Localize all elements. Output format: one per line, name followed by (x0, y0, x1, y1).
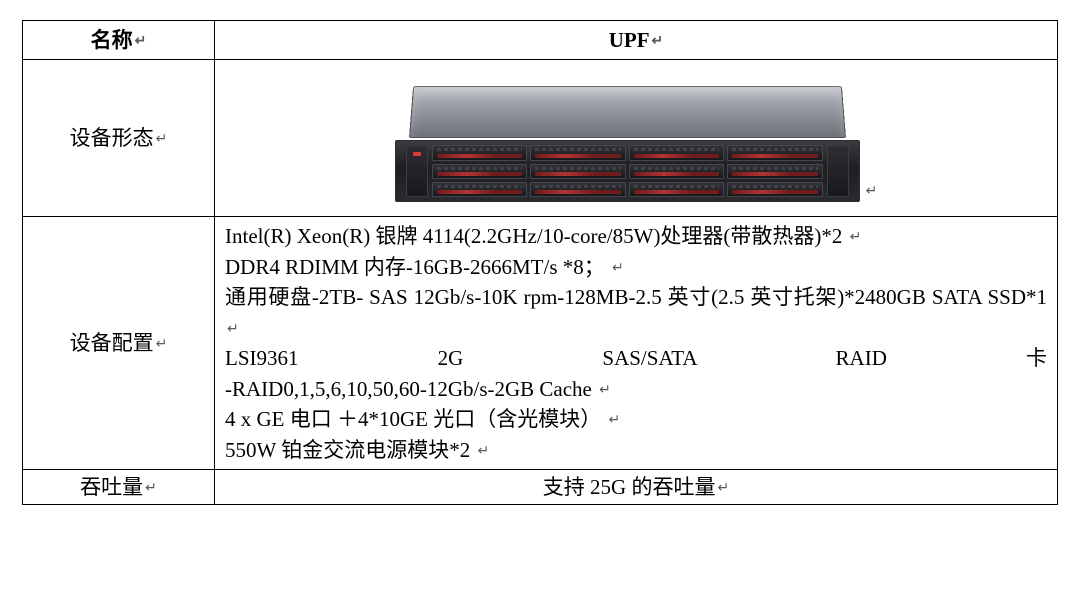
row-throughput: 吞吐量↵ 支持 25G 的吞吐量↵ (23, 469, 1058, 504)
server-ear-left (406, 145, 428, 197)
config-line-text: -RAID0,1,5,6,10,50,60-12Gb/s-2GB Cache (225, 377, 592, 401)
row-device-form: 设备形态↵ (23, 60, 1058, 217)
server-drive-bays (432, 145, 823, 197)
return-mark-icon: ↵ (717, 479, 729, 499)
return-mark-icon: ↵ (612, 259, 624, 279)
cell-form-image: ↵ (215, 60, 1058, 217)
return-mark-icon: ↵ (135, 32, 147, 52)
drive-bay (432, 164, 528, 179)
return-mark-icon: ↵ (599, 381, 611, 401)
server-illustration-wrap: ↵ (225, 64, 1047, 212)
return-mark-icon: ↵ (477, 442, 489, 462)
header-name: 名称↵ (23, 21, 215, 60)
drive-bay (629, 145, 725, 160)
drive-bay (727, 164, 823, 179)
page: 名称↵ UPF↵ 设备形态↵ (0, 0, 1080, 608)
drive-bay (727, 145, 823, 160)
row-device-config: 设备配置↵ Intel(R) Xeon(R) 银牌 4114(2.2GHz/10… (23, 217, 1058, 470)
cell-config-value: Intel(R) Xeon(R) 银牌 4114(2.2GHz/10-core/… (215, 217, 1058, 470)
cell-config-label: 设备配置↵ (23, 217, 215, 470)
spec-table: 名称↵ UPF↵ 设备形态↵ (22, 20, 1058, 505)
cell-throughput-value: 支持 25G 的吞吐量↵ (215, 469, 1058, 504)
config-line: -RAID0,1,5,6,10,50,60-12Gb/s-2GB Cache ↵ (225, 374, 1047, 404)
drive-bay (629, 164, 725, 179)
server-illustration (395, 82, 860, 202)
return-mark-icon: ↵ (850, 228, 862, 248)
form-label-text: 设备形态 (70, 126, 154, 150)
drive-bay (727, 182, 823, 197)
config-line-text: 550W 铂金交流电源模块*2 (225, 438, 470, 462)
config-line: 通用硬盘-2TB- SAS 12Gb/s-10K rpm-128MB-2.5 英… (225, 282, 1047, 343)
return-mark-icon: ↵ (652, 32, 664, 52)
return-mark-icon: ↵ (145, 479, 157, 499)
config-line-text: 4 x GE 电口 ＋4*10GE 光口（含光模块） (225, 407, 601, 431)
config-line-text: DDR4 RDIMM 内存-16GB-2666MT/s *8； (225, 255, 605, 279)
throughput-value-text: 支持 25G 的吞吐量 (543, 475, 716, 499)
return-mark-icon: ↵ (156, 335, 168, 355)
config-line: Intel(R) Xeon(R) 银牌 4114(2.2GHz/10-core/… (225, 221, 1047, 251)
header-upf-text: UPF (609, 28, 650, 52)
table-header-row: 名称↵ UPF↵ (23, 21, 1058, 60)
drive-bay (432, 145, 528, 160)
config-line-text: Intel(R) Xeon(R) 银牌 4114(2.2GHz/10-core/… (225, 224, 842, 248)
server-front (395, 140, 860, 202)
drive-bay (530, 182, 626, 197)
cell-throughput-label: 吞吐量↵ (23, 469, 215, 504)
return-mark-icon: ↵ (866, 182, 878, 202)
throughput-label-text: 吞吐量 (80, 475, 143, 499)
config-line: 4 x GE 电口 ＋4*10GE 光口（含光模块） ↵ (225, 404, 1047, 434)
server-ear-right (827, 145, 849, 197)
header-name-text: 名称 (91, 28, 133, 52)
return-mark-icon: ↵ (609, 411, 621, 431)
drive-bay (629, 182, 725, 197)
drive-bay (530, 164, 626, 179)
config-line: DDR4 RDIMM 内存-16GB-2666MT/s *8； ↵ (225, 252, 1047, 282)
return-mark-icon: ↵ (156, 130, 168, 150)
cell-form-label: 设备形态↵ (23, 60, 215, 217)
return-mark-icon: ↵ (227, 320, 239, 340)
config-line-text: 通用硬盘-2TB- SAS 12Gb/s-10K rpm-128MB-2.5 英… (225, 285, 1047, 309)
drive-bay (432, 182, 528, 197)
drive-bay (530, 145, 626, 160)
config-label-text: 设备配置 (70, 331, 154, 355)
header-upf: UPF↵ (215, 21, 1058, 60)
server-lid (409, 86, 846, 138)
config-line: 550W 铂金交流电源模块*2 ↵ (225, 435, 1047, 465)
config-line-text: LSI9361 2G SAS/SATA RAID 卡 (225, 346, 1047, 370)
config-line: LSI9361 2G SAS/SATA RAID 卡 (225, 343, 1047, 373)
